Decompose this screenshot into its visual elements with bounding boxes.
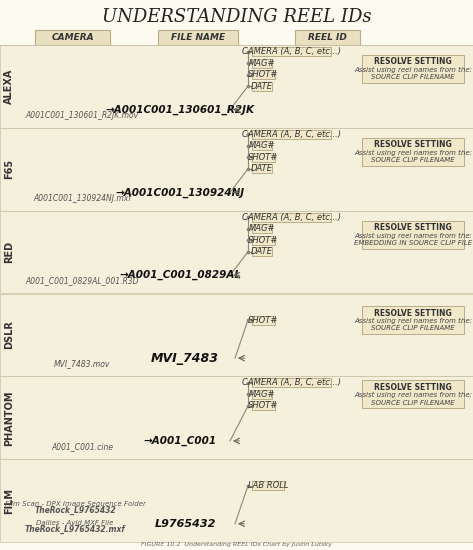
FancyBboxPatch shape bbox=[362, 138, 464, 166]
FancyBboxPatch shape bbox=[252, 130, 331, 139]
FancyBboxPatch shape bbox=[252, 213, 331, 222]
FancyBboxPatch shape bbox=[252, 59, 272, 68]
Text: RESOLVE SETTING: RESOLVE SETTING bbox=[374, 309, 452, 317]
Text: A001_C001.cine: A001_C001.cine bbox=[51, 442, 113, 451]
Text: L9765432: L9765432 bbox=[154, 519, 216, 529]
FancyBboxPatch shape bbox=[252, 316, 275, 324]
Text: DATE: DATE bbox=[251, 81, 273, 91]
Text: →A001_C001_0829AL: →A001_C001_0829AL bbox=[119, 270, 241, 280]
FancyBboxPatch shape bbox=[252, 81, 272, 91]
Text: FIGURE 10.2  Understanding REEL IDs Chart by Justin Lutsky: FIGURE 10.2 Understanding REEL IDs Chart… bbox=[141, 542, 332, 547]
Text: F65: F65 bbox=[4, 159, 14, 179]
Text: CAMERA (A, B, C, etc...): CAMERA (A, B, C, etc...) bbox=[242, 47, 341, 56]
Text: MVI_7483.mov: MVI_7483.mov bbox=[54, 359, 110, 369]
Text: MAG#: MAG# bbox=[249, 141, 275, 151]
Text: ALEXA: ALEXA bbox=[4, 69, 14, 104]
Text: UNDERSTANDING REEL IDs: UNDERSTANDING REEL IDs bbox=[102, 8, 371, 26]
Text: Assist using reel names from the:
SOURCE CLIP FILENAME: Assist using reel names from the: SOURCE… bbox=[354, 318, 472, 332]
FancyBboxPatch shape bbox=[252, 390, 272, 399]
Text: A001C001_130601_R2JK.mov: A001C001_130601_R2JK.mov bbox=[26, 111, 139, 120]
Text: FILE NAME: FILE NAME bbox=[171, 33, 225, 42]
FancyBboxPatch shape bbox=[0, 45, 473, 128]
Text: SHOT#: SHOT# bbox=[248, 236, 279, 245]
FancyBboxPatch shape bbox=[252, 141, 272, 151]
FancyBboxPatch shape bbox=[362, 306, 464, 334]
Text: SHOT#: SHOT# bbox=[248, 70, 279, 79]
Text: MVI_7483: MVI_7483 bbox=[151, 351, 219, 365]
Text: MAG#: MAG# bbox=[249, 224, 275, 233]
Text: A001C001_130924NJ.mxf: A001C001_130924NJ.mxf bbox=[33, 194, 131, 203]
Text: DATE: DATE bbox=[251, 248, 273, 256]
Text: MAG#: MAG# bbox=[249, 59, 275, 68]
Text: DATE: DATE bbox=[251, 164, 273, 173]
FancyBboxPatch shape bbox=[362, 221, 464, 249]
Text: CAMERA: CAMERA bbox=[51, 33, 94, 42]
FancyBboxPatch shape bbox=[252, 236, 275, 245]
FancyBboxPatch shape bbox=[0, 128, 473, 211]
Text: CAMERA (A, B, C, etc...): CAMERA (A, B, C, etc...) bbox=[242, 213, 341, 222]
Text: RESOLVE SETTING: RESOLVE SETTING bbox=[374, 57, 452, 67]
Text: RESOLVE SETTING: RESOLVE SETTING bbox=[374, 383, 452, 392]
Text: RESOLVE SETTING: RESOLVE SETTING bbox=[374, 223, 452, 232]
FancyBboxPatch shape bbox=[35, 30, 110, 45]
Text: Assist using reel names from the:
SOURCE CLIP FILENAME: Assist using reel names from the: SOURCE… bbox=[354, 392, 472, 406]
FancyBboxPatch shape bbox=[252, 402, 275, 410]
Text: SHOT#: SHOT# bbox=[248, 316, 279, 324]
FancyBboxPatch shape bbox=[252, 70, 275, 79]
FancyBboxPatch shape bbox=[0, 459, 473, 542]
Text: Assist using reel names from the:
SOURCE CLIP FILENAME: Assist using reel names from the: SOURCE… bbox=[354, 150, 472, 163]
FancyBboxPatch shape bbox=[0, 211, 473, 294]
FancyBboxPatch shape bbox=[252, 248, 272, 256]
FancyBboxPatch shape bbox=[252, 378, 331, 387]
FancyBboxPatch shape bbox=[0, 376, 473, 459]
Text: DSLR: DSLR bbox=[4, 321, 14, 349]
Text: RED: RED bbox=[4, 241, 14, 263]
FancyBboxPatch shape bbox=[362, 381, 464, 409]
Text: TheRock_L9765432: TheRock_L9765432 bbox=[34, 505, 116, 515]
FancyBboxPatch shape bbox=[295, 30, 360, 45]
Text: CAMERA (A, B, C, etc...): CAMERA (A, B, C, etc...) bbox=[242, 130, 341, 139]
Text: TheRock_L9765432.mxf: TheRock_L9765432.mxf bbox=[25, 525, 125, 534]
Text: FILM: FILM bbox=[4, 488, 14, 514]
FancyBboxPatch shape bbox=[252, 164, 272, 173]
Text: Assist using reel names from the:
EMBEDDING IN SOURCE CLIP FILE: Assist using reel names from the: EMBEDD… bbox=[354, 233, 472, 246]
FancyBboxPatch shape bbox=[362, 55, 464, 83]
Text: →A001C001_130924NJ: →A001C001_130924NJ bbox=[115, 188, 245, 197]
FancyBboxPatch shape bbox=[158, 30, 238, 45]
FancyBboxPatch shape bbox=[0, 294, 473, 376]
Text: REEL ID: REEL ID bbox=[308, 33, 347, 42]
Text: Assist using reel names from the:
SOURCE CLIP FILENAME: Assist using reel names from the: SOURCE… bbox=[354, 67, 472, 80]
Text: CAMERA (A, B, C, etc...): CAMERA (A, B, C, etc...) bbox=[242, 378, 341, 387]
Text: MAG#: MAG# bbox=[249, 390, 275, 399]
Text: SHOT#: SHOT# bbox=[248, 153, 279, 162]
FancyBboxPatch shape bbox=[252, 153, 275, 162]
Text: RESOLVE SETTING: RESOLVE SETTING bbox=[374, 140, 452, 149]
Text: LAB ROLL: LAB ROLL bbox=[247, 481, 288, 490]
Text: →A001_C001: →A001_C001 bbox=[143, 436, 217, 446]
Text: PHANTOM: PHANTOM bbox=[4, 390, 14, 446]
FancyBboxPatch shape bbox=[252, 47, 331, 56]
Text: Film Scan - DPX Image Sequence Folder: Film Scan - DPX Image Sequence Folder bbox=[5, 500, 145, 507]
Text: A001_C001_0829AL_001.R3D: A001_C001_0829AL_001.R3D bbox=[25, 277, 139, 285]
FancyBboxPatch shape bbox=[252, 224, 272, 233]
Text: →A001C001_130601_R2JK: →A001C001_130601_R2JK bbox=[105, 104, 254, 115]
Text: SHOT#: SHOT# bbox=[248, 402, 279, 410]
FancyBboxPatch shape bbox=[252, 481, 283, 490]
Text: Dailies - Avid MXF File: Dailies - Avid MXF File bbox=[36, 520, 114, 526]
